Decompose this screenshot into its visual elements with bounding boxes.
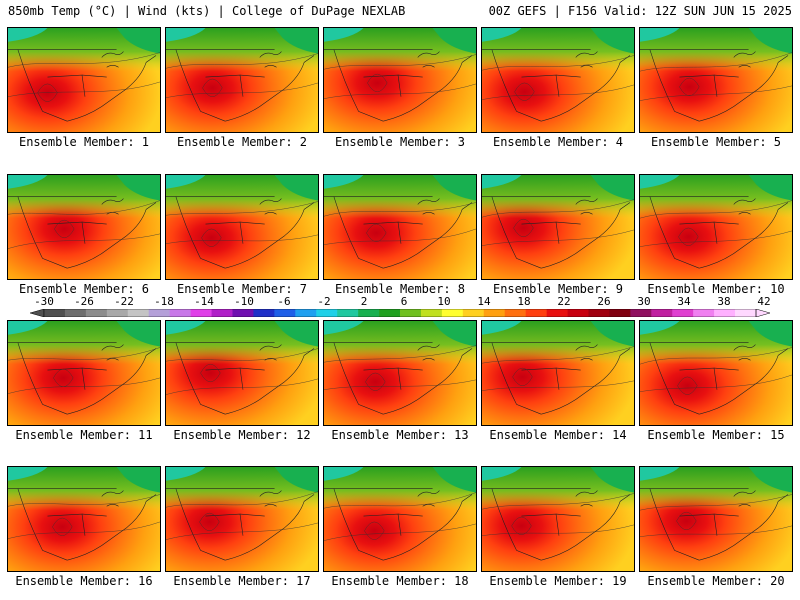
colorbar-tick-label: 14	[477, 295, 491, 308]
ensemble-member-label: Ensemble Member: 9	[492, 282, 624, 296]
colorbar-tick-label: 42	[757, 295, 771, 308]
ensemble-member-label: Ensemble Member: 11	[15, 428, 153, 442]
temperature-colorbar	[30, 309, 770, 317]
ensemble-member-label: Ensemble Member: 7	[176, 282, 308, 296]
colorbar-tick-label: -14	[194, 295, 214, 308]
ensemble-panel-18	[323, 466, 477, 572]
ensemble-panel-7	[165, 174, 319, 280]
ensemble-panel-12	[165, 320, 319, 426]
colorbar-tick-label: -10	[234, 295, 254, 308]
ensemble-panel-16	[7, 466, 161, 572]
ensemble-member-label: Ensemble Member: 3	[334, 135, 466, 149]
colorbar-tick-label: 2	[360, 295, 368, 308]
ensemble-panel-2	[165, 27, 319, 133]
ensemble-panel-15	[639, 320, 793, 426]
ensemble-member-label: Ensemble Member: 16	[15, 574, 153, 588]
ensemble-member-label: Ensemble Member: 13	[331, 428, 469, 442]
ensemble-panel-1	[7, 27, 161, 133]
ensemble-panel-19	[481, 466, 635, 572]
ensemble-panel-6	[7, 174, 161, 280]
ensemble-panel-3	[323, 27, 477, 133]
ensemble-member-label: Ensemble Member: 4	[492, 135, 624, 149]
ensemble-member-label: Ensemble Member: 1	[18, 135, 150, 149]
colorbar-tick-label: 26	[597, 295, 611, 308]
colorbar-tick-label: 38	[717, 295, 731, 308]
colorbar-tick-label: 6	[400, 295, 408, 308]
colorbar-tick-label: -22	[114, 295, 134, 308]
ensemble-panel-17	[165, 466, 319, 572]
ensemble-member-label: Ensemble Member: 14	[489, 428, 627, 442]
colorbar-tick-label: -2	[317, 295, 331, 308]
ensemble-member-label: Ensemble Member: 12	[173, 428, 311, 442]
ensemble-member-label: Ensemble Member: 10	[647, 282, 785, 296]
ensemble-panel-4	[481, 27, 635, 133]
ensemble-member-label: Ensemble Member: 17	[173, 574, 311, 588]
colorbar-tick-label: 34	[677, 295, 691, 308]
ensemble-member-label: Ensemble Member: 15	[647, 428, 785, 442]
ensemble-panel-8	[323, 174, 477, 280]
ensemble-member-label: Ensemble Member: 5	[650, 135, 782, 149]
ensemble-panel-10	[639, 174, 793, 280]
colorbar-tick-label: 18	[517, 295, 531, 308]
ensemble-member-label: Ensemble Member: 8	[334, 282, 466, 296]
colorbar-tick-label: 22	[557, 295, 571, 308]
colorbar-tick-label: 30	[637, 295, 651, 308]
ensemble-panel-9	[481, 174, 635, 280]
ensemble-member-label: Ensemble Member: 2	[176, 135, 308, 149]
map-title: 850mb Temp (°C) | Wind (kts) | College o…	[8, 4, 406, 18]
ensemble-member-label: Ensemble Member: 20	[647, 574, 785, 588]
ensemble-panel-5	[639, 27, 793, 133]
colorbar-tick-label: -30	[34, 295, 54, 308]
ensemble-panel-11	[7, 320, 161, 426]
ensemble-member-label: Ensemble Member: 6	[18, 282, 150, 296]
colorbar-tick-label: 10	[437, 295, 451, 308]
ensemble-panel-20	[639, 466, 793, 572]
colorbar-tick-label: -6	[277, 295, 291, 308]
colorbar-tick-label: -26	[74, 295, 94, 308]
ensemble-panel-14	[481, 320, 635, 426]
colorbar-tick-label: -18	[154, 295, 174, 308]
ensemble-member-label: Ensemble Member: 19	[489, 574, 627, 588]
run-valid-time: 00Z GEFS | F156 Valid: 12Z SUN JUN 15 20…	[488, 4, 792, 18]
ensemble-panel-13	[323, 320, 477, 426]
ensemble-member-label: Ensemble Member: 18	[331, 574, 469, 588]
